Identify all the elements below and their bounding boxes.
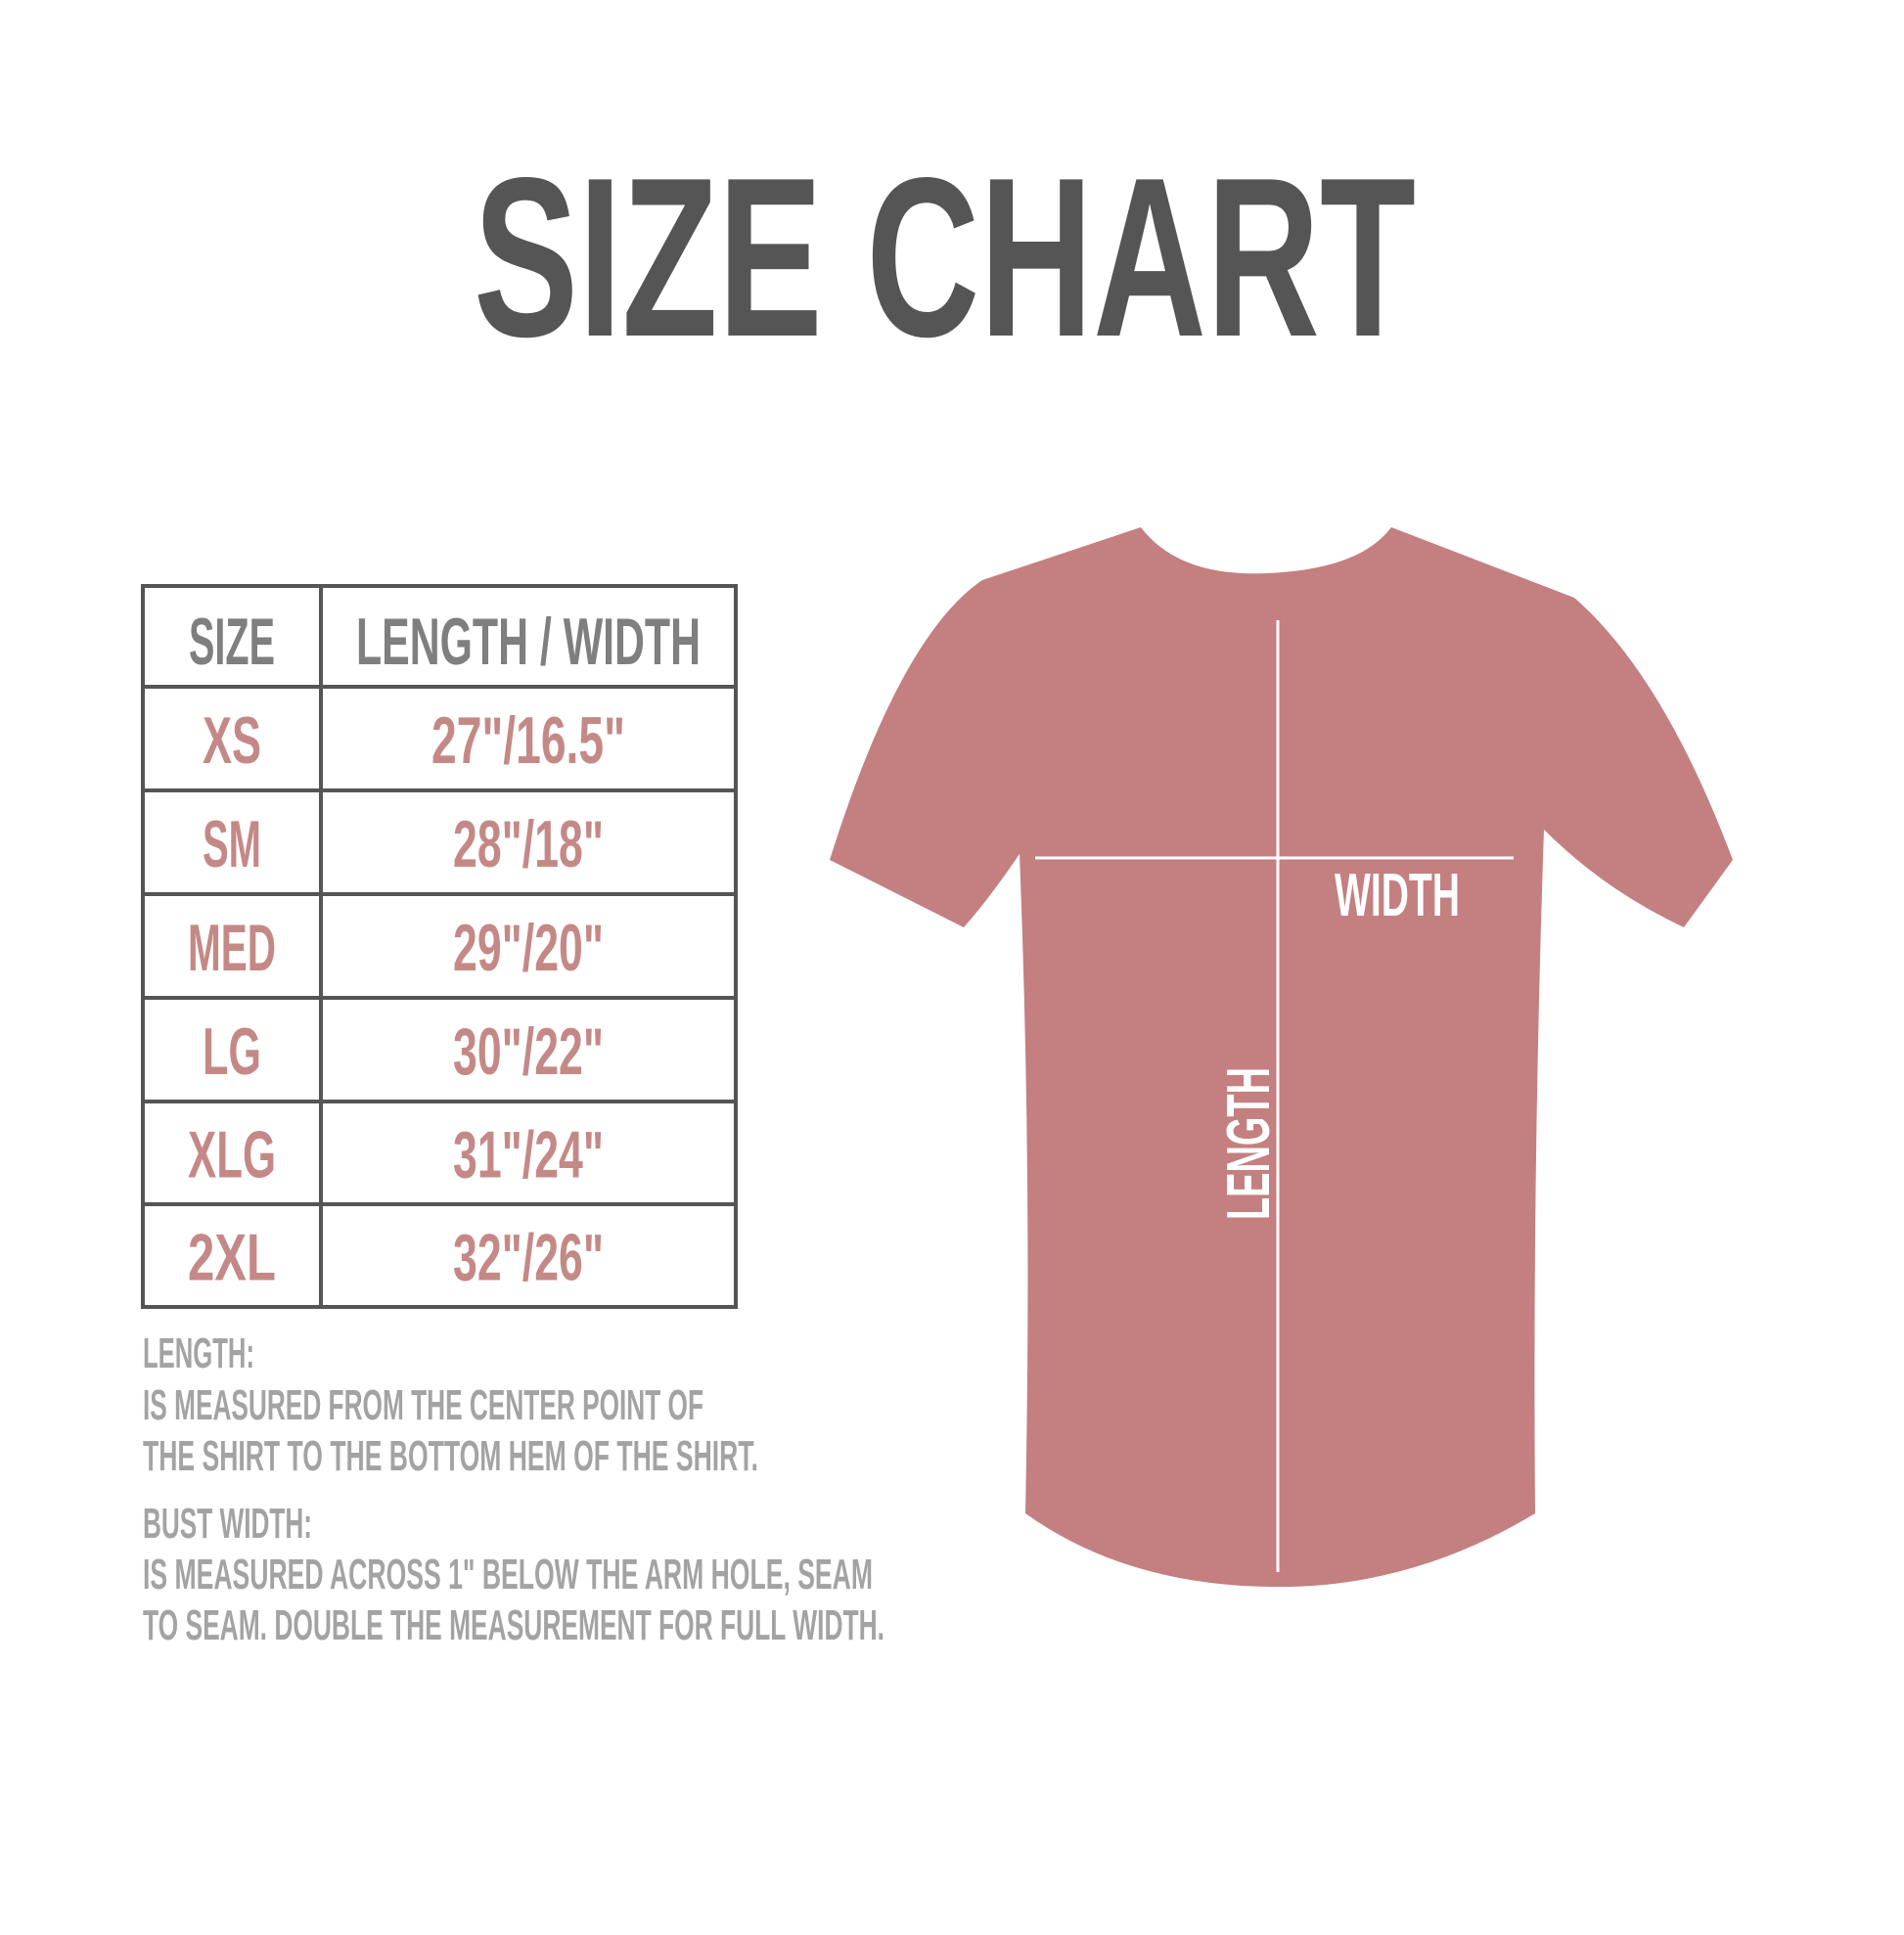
length-label: LENGTH (1215, 1067, 1283, 1220)
measurement-cell: 31"/24" (453, 1118, 604, 1192)
table-row: 2XL 32"/26" (188, 1221, 604, 1295)
measurement-cell: 30"/22" (453, 1014, 604, 1089)
size-cell: 2XL (188, 1221, 276, 1295)
table-row: MED 29"/20" (188, 911, 604, 985)
length-heading: LENGTH: (143, 1329, 254, 1377)
size-cell: SM (203, 807, 261, 881)
header-size: SIZE (189, 605, 275, 679)
measurement-cell: 29"/20" (453, 911, 604, 985)
tshirt-diagram: WIDTH LENGTH (830, 527, 1733, 1588)
page-title: SIZE CHART (474, 131, 1416, 384)
table-row: XLG 31"/24" (188, 1118, 604, 1192)
size-cell: MED (188, 911, 276, 985)
tshirt-image (830, 527, 1733, 1588)
width-line-1: IS MEASURED ACROSS 1" BELOW THE ARM HOLE… (143, 1551, 873, 1598)
width-line-2: TO SEAM. DOUBLE THE MEASUREMENT FOR FULL… (143, 1601, 884, 1649)
width-heading: BUST WIDTH: (143, 1500, 312, 1548)
measurement-cell: 32"/26" (453, 1221, 604, 1295)
measurement-cell: 27"/16.5" (431, 703, 625, 778)
size-cell: XS (203, 703, 261, 778)
length-line-2: THE SHIRT TO THE BOTTOM HEM OF THE SHIRT… (143, 1432, 758, 1480)
measurement-cell: 28"/18" (453, 807, 604, 881)
header-length-width: LENGTH / WIDTH (356, 605, 701, 679)
size-cell: XLG (188, 1118, 276, 1192)
table-border (141, 584, 738, 1309)
width-label: WIDTH (1335, 862, 1460, 929)
size-table: SIZE LENGTH / WIDTH XS 27"/16.5" SM 28"/18"… (141, 584, 738, 1309)
table-row: XS 27"/16.5" (203, 703, 625, 778)
table-row: LG 30"/22" (203, 1014, 604, 1089)
measurement-notes: LENGTH: IS MEASURED FROM THE CENTER POIN… (143, 1329, 884, 1649)
size-cell: LG (203, 1014, 261, 1089)
table-row: SM 28"/18" (203, 807, 604, 881)
length-line-1: IS MEASURED FROM THE CENTER POINT OF (143, 1381, 703, 1429)
